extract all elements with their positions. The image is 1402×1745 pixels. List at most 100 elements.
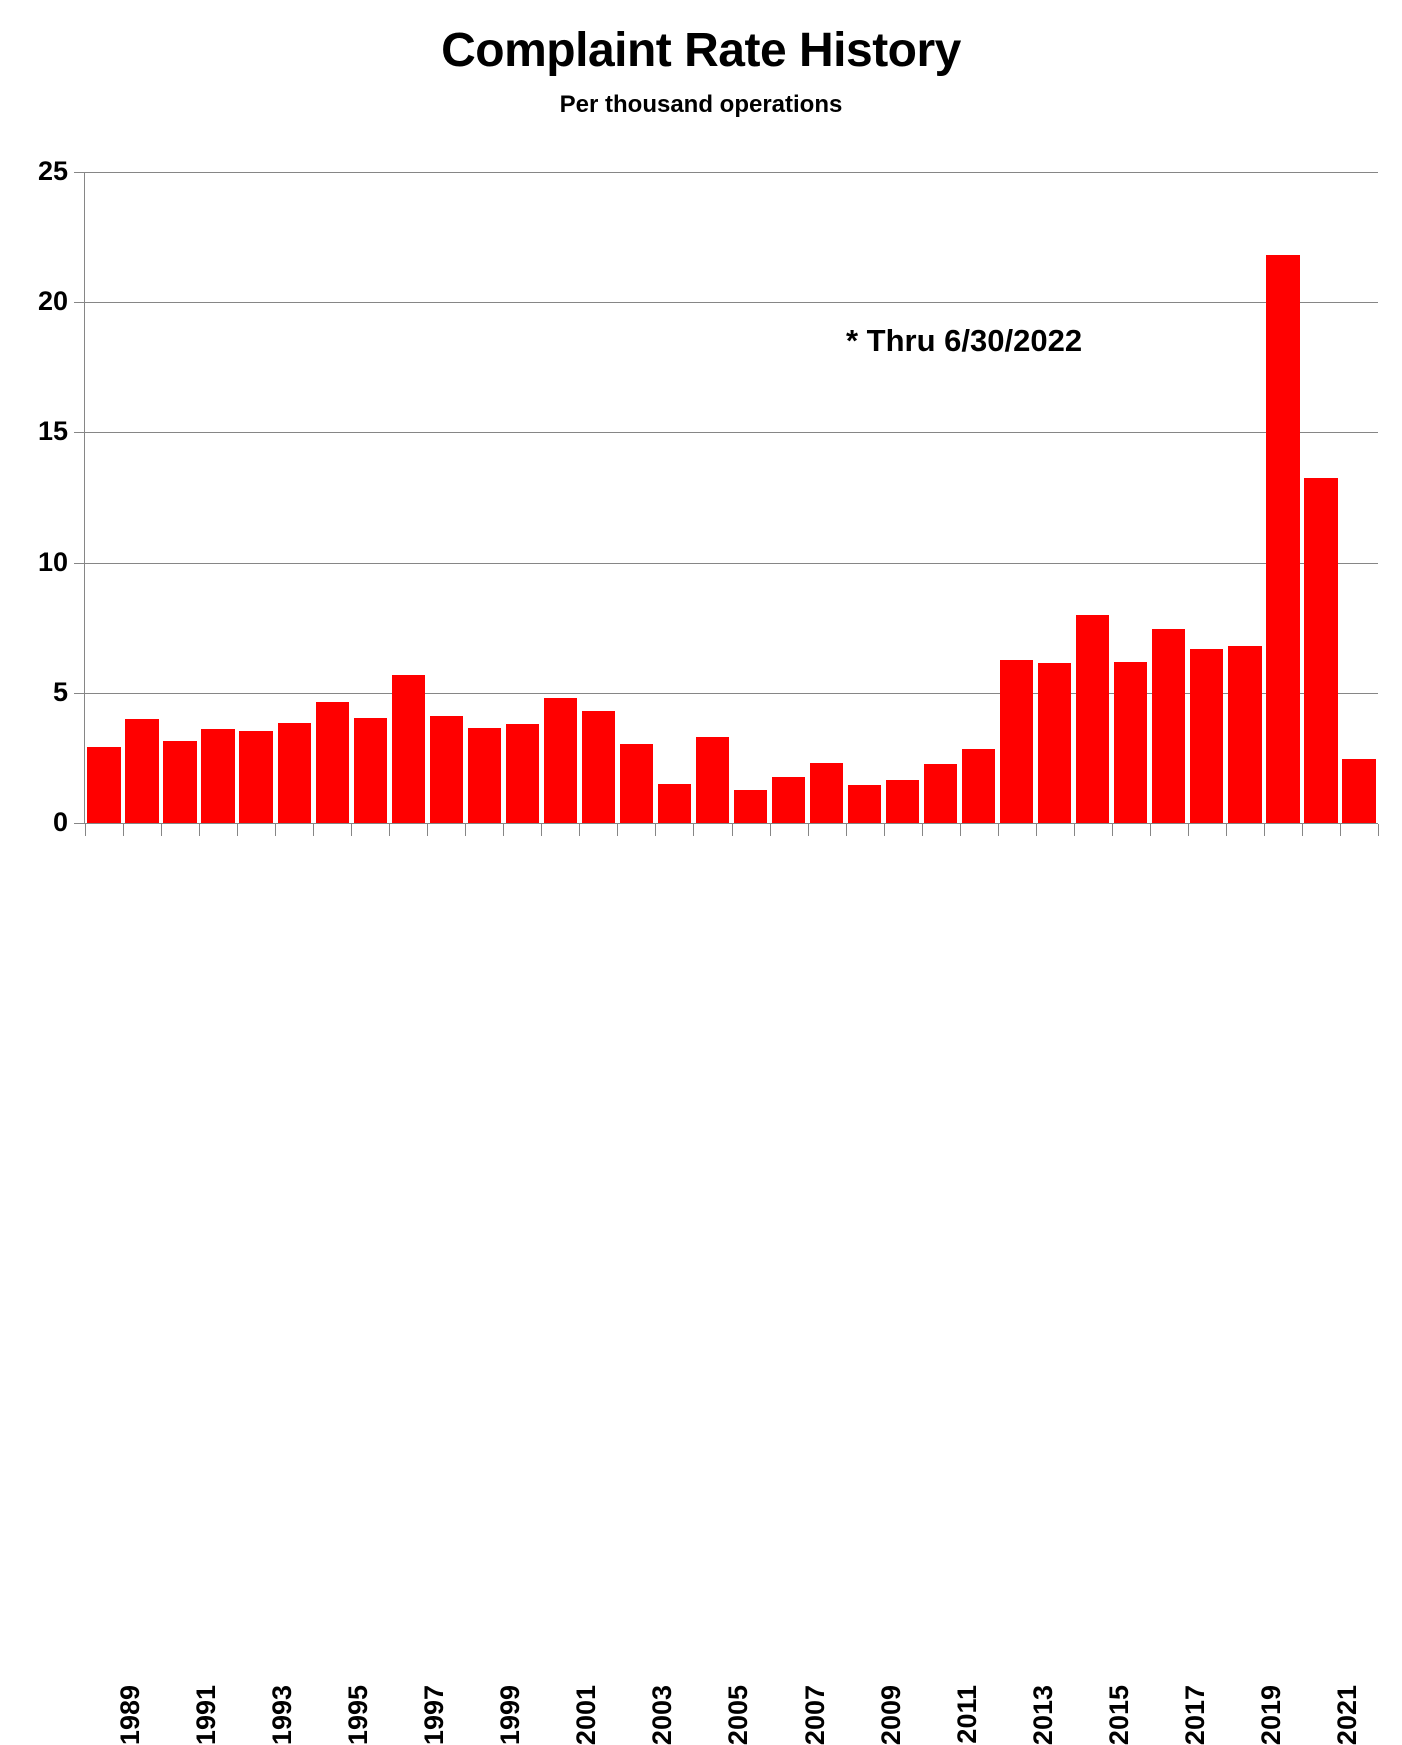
bar-2004[interactable] bbox=[657, 783, 692, 823]
x-tick-mark-15 bbox=[655, 824, 657, 836]
x-tick-mark-0 bbox=[85, 824, 86, 836]
bar-2021[interactable] bbox=[1304, 477, 1338, 823]
x-tick-label-2003: 2003 bbox=[647, 1685, 678, 1745]
x-tick-mark-32 bbox=[1301, 824, 1303, 836]
x-tick-label-2017: 2017 bbox=[1179, 1685, 1210, 1745]
y-tick-mark-25 bbox=[74, 172, 84, 173]
bar-1990[interactable] bbox=[125, 718, 159, 823]
x-tick-mark-19 bbox=[807, 824, 809, 836]
y-tick-label-10: 10 bbox=[37, 546, 68, 577]
bar-2000[interactable] bbox=[505, 724, 539, 823]
bar-1991[interactable] bbox=[163, 740, 197, 823]
bar-2022[interactable] bbox=[1342, 759, 1376, 823]
bar-1995[interactable] bbox=[315, 701, 349, 823]
y-tick-mark-10 bbox=[74, 562, 84, 564]
bar-2020[interactable] bbox=[1266, 255, 1300, 823]
x-tick-label-1993: 1993 bbox=[267, 1685, 298, 1745]
x-tick-label-1991: 1991 bbox=[191, 1685, 222, 1745]
bar-2003[interactable] bbox=[619, 743, 654, 823]
complaint-rate-chart: Complaint Rate History Per thousand oper… bbox=[0, 22, 1402, 1745]
y-tick-label-20: 20 bbox=[37, 286, 68, 317]
x-tick-label-2001: 2001 bbox=[571, 1685, 602, 1745]
bar-2018[interactable] bbox=[1190, 648, 1224, 823]
chart-title-block: Complaint Rate History Per thousand oper… bbox=[0, 22, 1402, 120]
x-tick-mark-26 bbox=[1073, 824, 1075, 836]
bar-2014[interactable] bbox=[1038, 662, 1072, 823]
x-tick-label-2019: 2019 bbox=[1255, 1685, 1286, 1745]
x-tick-label-2021: 2021 bbox=[1331, 1685, 1362, 1745]
bar-2017[interactable] bbox=[1152, 629, 1186, 823]
x-tick-mark-27 bbox=[1111, 824, 1113, 836]
x-tick-label-2007: 2007 bbox=[799, 1685, 830, 1745]
bar-1996[interactable] bbox=[353, 717, 387, 823]
chart-subtitle: Per thousand operations bbox=[559, 91, 843, 118]
bar-1994[interactable] bbox=[277, 722, 311, 823]
x-tick-mark-31 bbox=[1263, 824, 1265, 836]
x-tick-label-1995: 1995 bbox=[343, 1685, 374, 1745]
bar-2009[interactable] bbox=[847, 785, 882, 823]
y-tick-mark-0 bbox=[74, 823, 84, 824]
y-tick-mark-15 bbox=[74, 432, 84, 434]
gridline-y-10 bbox=[85, 562, 1378, 564]
x-axis-line bbox=[84, 823, 1378, 824]
bar-2016[interactable] bbox=[1114, 661, 1148, 823]
x-tick-mark-10 bbox=[465, 824, 467, 836]
x-tick-label-2011: 2011 bbox=[951, 1685, 982, 1744]
bar-2015[interactable] bbox=[1076, 614, 1110, 823]
bar-2001[interactable] bbox=[543, 698, 577, 823]
x-tick-mark-22 bbox=[921, 824, 923, 836]
y-tick-label-15: 15 bbox=[37, 416, 68, 447]
x-tick-mark-4 bbox=[237, 824, 239, 836]
x-tick-mark-5 bbox=[275, 824, 277, 836]
bar-2007[interactable] bbox=[771, 777, 806, 823]
bar-1997[interactable] bbox=[391, 674, 425, 823]
bar-2010[interactable] bbox=[885, 780, 920, 823]
y-tick-label-25: 25 bbox=[37, 156, 68, 186]
x-tick-mark-16 bbox=[693, 824, 695, 836]
gridlines bbox=[85, 172, 1378, 823]
bar-1998[interactable] bbox=[429, 716, 463, 823]
gridline-y-20 bbox=[85, 302, 1378, 304]
gridline-y-25 bbox=[85, 172, 1378, 173]
bar-1989[interactable] bbox=[87, 747, 121, 823]
y-tick-label-5: 5 bbox=[52, 676, 68, 707]
x-tick-label-1999: 1999 bbox=[495, 1685, 526, 1745]
x-tick-label-2009: 2009 bbox=[875, 1685, 906, 1745]
x-tick-mark-17 bbox=[731, 824, 733, 836]
x-tick-label-1997: 1997 bbox=[419, 1685, 450, 1745]
bar-2002[interactable] bbox=[581, 711, 616, 823]
y-tick-mark-20 bbox=[74, 302, 84, 304]
x-tick-mark-29 bbox=[1187, 824, 1189, 836]
gridline-y-5 bbox=[85, 692, 1378, 694]
plot-area bbox=[85, 172, 1378, 823]
x-tick-mark-2 bbox=[161, 824, 163, 836]
x-tick-mark-23 bbox=[959, 824, 961, 836]
chart-title: Complaint Rate History bbox=[441, 24, 961, 77]
bar-2011[interactable] bbox=[924, 764, 958, 823]
x-tick-mark-21 bbox=[883, 824, 885, 836]
bar-1993[interactable] bbox=[239, 730, 273, 823]
x-tick-mark-9 bbox=[427, 824, 429, 836]
bar-2008[interactable] bbox=[809, 763, 844, 823]
x-tick-mark-30 bbox=[1225, 824, 1227, 836]
x-tick-mark-18 bbox=[769, 824, 771, 836]
bar-2013[interactable] bbox=[1000, 660, 1034, 823]
x-tick-label-2013: 2013 bbox=[1027, 1685, 1058, 1745]
x-tick-mark-1 bbox=[123, 824, 125, 836]
bar-2012[interactable] bbox=[962, 748, 996, 823]
x-tick-mark-12 bbox=[541, 824, 543, 836]
x-tick-mark-33 bbox=[1339, 824, 1341, 836]
x-tick-mark-34 bbox=[1378, 824, 1379, 836]
x-tick-mark-25 bbox=[1035, 824, 1037, 836]
bar-2005[interactable] bbox=[695, 737, 730, 823]
bar-1999[interactable] bbox=[467, 727, 501, 823]
x-tick-label-2005: 2005 bbox=[723, 1685, 754, 1745]
x-tick-mark-8 bbox=[389, 824, 391, 836]
bar-1992[interactable] bbox=[201, 729, 235, 823]
bar-2019[interactable] bbox=[1228, 645, 1262, 823]
y-tick-label-0: 0 bbox=[52, 807, 68, 837]
bar-2006[interactable] bbox=[733, 790, 768, 823]
x-tick-mark-14 bbox=[617, 824, 619, 836]
x-tick-mark-13 bbox=[579, 824, 581, 836]
x-tick-mark-3 bbox=[199, 824, 201, 836]
